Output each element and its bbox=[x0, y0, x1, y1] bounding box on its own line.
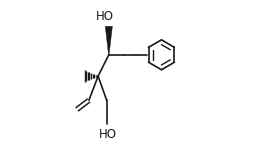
Text: HO: HO bbox=[96, 10, 114, 23]
Text: HO: HO bbox=[98, 128, 117, 141]
Polygon shape bbox=[105, 26, 112, 55]
